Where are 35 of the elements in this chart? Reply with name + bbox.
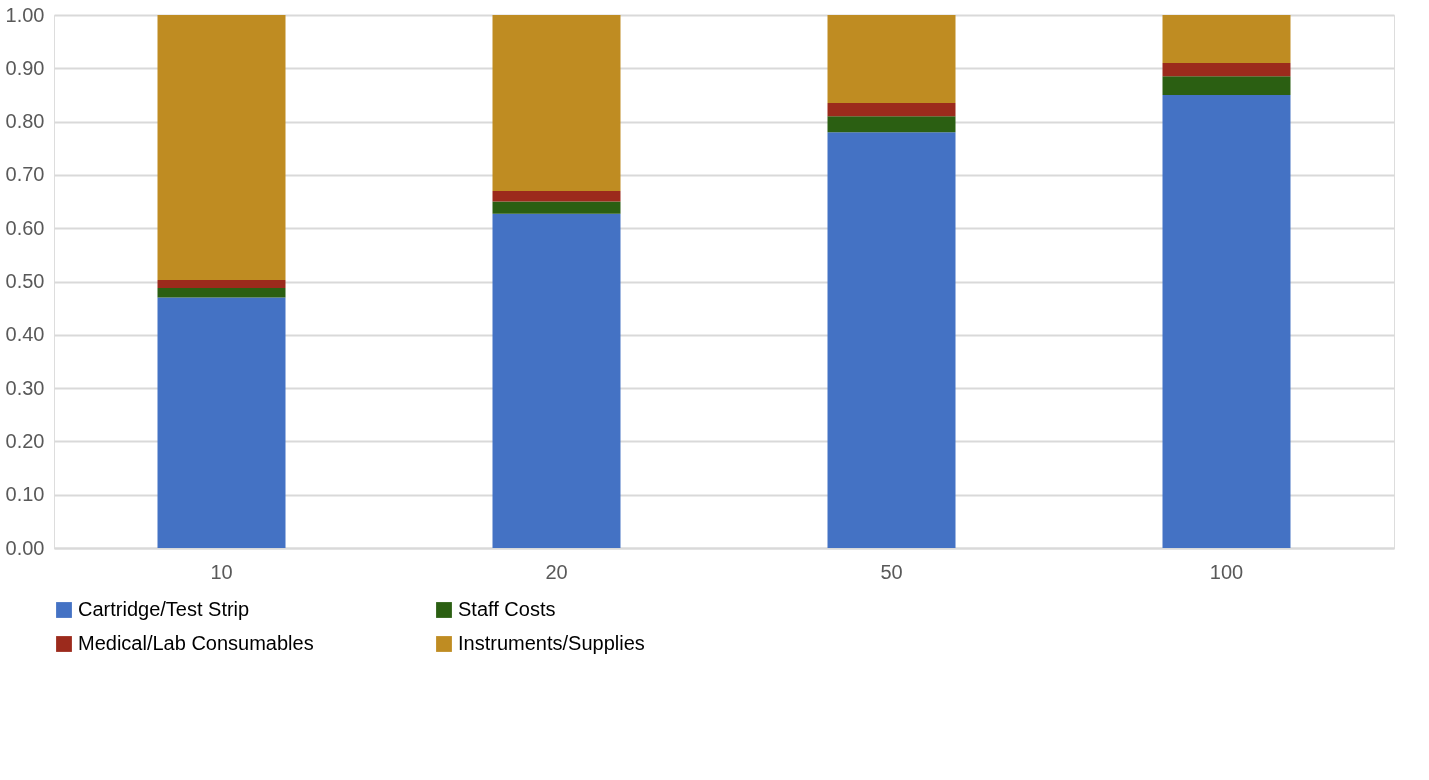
bar	[1162, 62, 1291, 77]
bar	[157, 279, 286, 288]
x-tick-label: 100	[1209, 560, 1244, 583]
bar	[1162, 76, 1291, 95]
y-tick-label: 0.10	[5, 483, 45, 506]
y-tick-label: 0.60	[5, 216, 45, 239]
bar	[492, 201, 621, 214]
bar	[1162, 94, 1291, 548]
legend-label: Instruments/Supplies	[458, 632, 645, 654]
x-tick-label: 50	[880, 560, 903, 583]
y-tick-label: 0.00	[5, 536, 45, 559]
x-tick-label: 20	[545, 560, 568, 583]
bar	[157, 15, 286, 280]
bar	[827, 116, 956, 133]
y-tick-label: 0.70	[5, 163, 45, 186]
bar	[492, 190, 621, 202]
y-tick-label: 0.20	[5, 429, 45, 452]
x-tick-label: 10	[210, 560, 233, 583]
legend-label: Medical/Lab Consumables	[78, 632, 314, 654]
bar	[157, 287, 286, 298]
y-tick-label: 1.00	[5, 3, 45, 26]
y-tick-label: 0.40	[5, 323, 45, 346]
y-tick-label: 0.30	[5, 376, 45, 399]
bar	[827, 102, 956, 117]
y-tick-label: 0.90	[5, 56, 45, 79]
bar	[827, 132, 956, 548]
y-tick-label: 0.80	[5, 110, 45, 133]
bar	[827, 15, 956, 103]
legend-label: Staff Costs	[458, 598, 556, 620]
bar	[492, 213, 621, 548]
bar	[157, 297, 286, 548]
bar	[1162, 15, 1291, 63]
y-tick-label: 0.50	[5, 270, 45, 292]
legend-label: Cartridge/Test Strip	[78, 598, 250, 620]
bar	[492, 15, 621, 191]
